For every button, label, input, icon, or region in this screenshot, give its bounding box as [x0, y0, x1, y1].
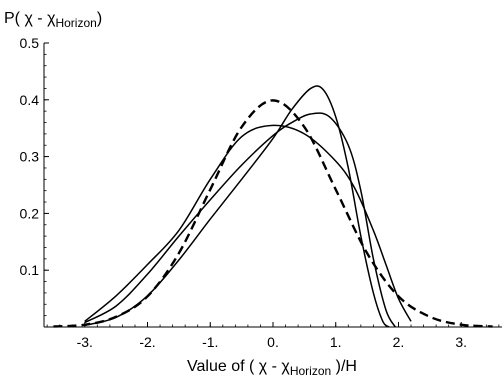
- x-tick-label: -2.: [139, 334, 155, 350]
- x-tick-label: 2.: [393, 334, 405, 350]
- series-line-4: [84, 124, 412, 322]
- y-tick-label: 0.3: [20, 149, 40, 165]
- x-tick-label: 1.: [330, 334, 342, 350]
- x-tick-label: -3.: [77, 334, 93, 350]
- x-tick-label: 3.: [455, 334, 467, 350]
- x-tick-label: -1.: [202, 334, 218, 350]
- y-tick-label: 0.1: [20, 262, 40, 278]
- y-tick-label: 0.5: [20, 35, 40, 51]
- x-axis-title: Value of ( χ - χHorizon )/H: [187, 358, 357, 378]
- y-axis-title: P( χ - χHorizon): [4, 10, 102, 30]
- y-tick-label: 0.4: [20, 92, 40, 108]
- plot-area: -3. -2. -1. 0. 1. 2. 3. 0.1 0.2 0.3 0.4 0.5: [20, 35, 502, 350]
- series-line-3: [84, 85, 390, 328]
- y-tick-label: 0.2: [20, 205, 40, 221]
- x-tick-label: 0.: [267, 334, 279, 350]
- series-line-2: [84, 112, 396, 328]
